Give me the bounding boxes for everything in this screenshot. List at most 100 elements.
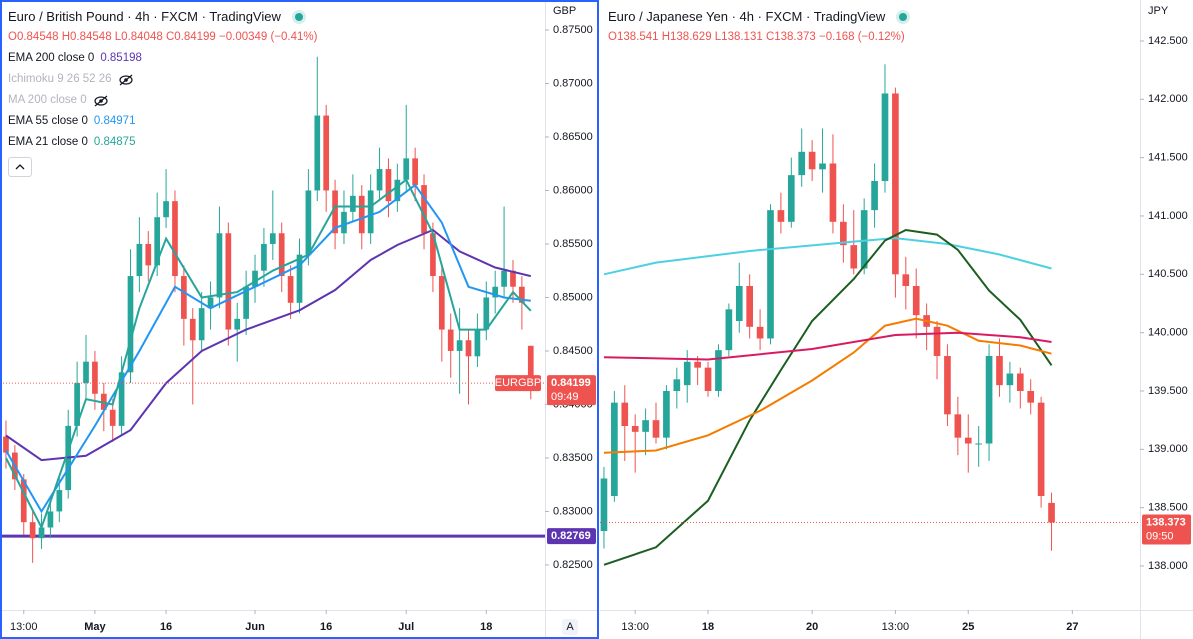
candle-body (819, 163, 826, 170)
candle-body (216, 233, 223, 298)
indicator-row[interactable]: EMA 200 close 0 0.85198 (8, 48, 317, 69)
x-tick-label: 13:00 (882, 621, 910, 633)
candle-body (1048, 502, 1055, 523)
market-status-dot (294, 12, 303, 21)
candle-body (83, 361, 89, 384)
candle-body (421, 185, 427, 234)
currency-label: GBP (553, 5, 576, 17)
collapse-button[interactable] (8, 157, 32, 177)
candle-body (829, 163, 837, 222)
last-price-text: 138.373 (1146, 516, 1186, 528)
hidden-icon[interactable] (118, 74, 134, 86)
candle-body (305, 190, 312, 255)
candle-body (840, 221, 847, 246)
candle-body (29, 522, 36, 539)
candle-body (296, 254, 303, 303)
x-tick-label: 13:00 (621, 621, 649, 633)
candle-body (704, 367, 712, 391)
y-tick-label: 138.500 (1148, 502, 1188, 514)
candle-body (118, 372, 125, 426)
price-badge-text: 0.82769 (551, 530, 591, 542)
candle-body (394, 179, 401, 202)
last-price-badge (547, 375, 596, 406)
candle-body (430, 233, 436, 277)
candle-body (367, 190, 374, 234)
market-status-dot (899, 12, 908, 21)
indicator-row[interactable]: Ichimoku 9 26 52 26 (8, 69, 317, 90)
candle-body (483, 297, 490, 330)
y-tick-label: 141.000 (1148, 210, 1188, 222)
candle-body (181, 276, 187, 319)
y-tick-label: 0.83000 (553, 505, 593, 517)
indicator-row[interactable]: MA 200 close 0 (8, 90, 317, 111)
indicator-name: EMA 21 close 0 (8, 136, 88, 148)
price-badge (547, 528, 596, 545)
hidden-icon[interactable] (93, 95, 109, 107)
candle-body (787, 175, 795, 222)
candle-body (1027, 390, 1035, 403)
indicator-name: EMA 55 close 0 (8, 115, 88, 127)
y-tick-label: 138.000 (1148, 560, 1188, 572)
indicator-line (603, 228, 1053, 566)
candle-body (332, 190, 338, 234)
candle-body (892, 93, 899, 275)
candle-body (746, 285, 754, 327)
legend-title-row: Euro / Japanese Yen · 4h · FXCM · Tradin… (608, 6, 908, 27)
y-tick-label: 139.500 (1148, 385, 1188, 397)
x-tick-label: 27 (1066, 621, 1078, 633)
x-tick-label: 16 (320, 621, 332, 633)
symbol-badge-text: EURGBP (495, 377, 541, 389)
indicator-value: 0.84875 (93, 136, 136, 148)
x-tick-label: Jun (245, 621, 265, 633)
indicator-name: Ichimoku 9 26 52 26 (8, 73, 112, 85)
y-tick-label: 0.83500 (553, 452, 593, 464)
candle-body (243, 286, 249, 319)
candle-body (621, 402, 629, 426)
indicator-value: 0.85198 (100, 52, 142, 64)
y-tick-label: 0.85500 (553, 238, 593, 250)
candle-body (715, 350, 722, 391)
candle-body (341, 211, 347, 234)
indicator-line (5, 178, 532, 531)
chevron-icon (15, 164, 25, 170)
selected-panel-border (0, 0, 599, 639)
candle-body (501, 270, 507, 287)
candle-body (808, 151, 816, 170)
candle-body (510, 270, 516, 287)
candle-body (314, 115, 321, 191)
indicator-value: 0.84971 (93, 115, 136, 127)
candle-body (225, 233, 232, 330)
x-tick-label: 20 (806, 621, 818, 633)
candle-body (1016, 373, 1024, 391)
candle-body (172, 201, 178, 277)
indicator-row[interactable]: EMA 55 close 0 0.84971 (8, 111, 317, 132)
candle-body (3, 436, 9, 453)
indicator-name: MA 200 close 0 (8, 94, 87, 106)
y-tick-label: 141.500 (1148, 152, 1188, 164)
candle-body (881, 93, 889, 181)
candle-body (456, 340, 463, 351)
candle-body (438, 276, 445, 330)
indicator-row[interactable]: EMA 21 close 0 0.84875 (8, 132, 317, 153)
candle-body (412, 158, 418, 186)
candle-body (56, 490, 63, 512)
ohlc-values: O0.84548 H0.84548 L0.84048 C0.84199 −0.0… (8, 31, 318, 43)
candle-body (269, 233, 276, 244)
legend: Euro / Japanese Yen · 4h · FXCM · Tradin… (608, 6, 908, 48)
auto-button-label: A (566, 621, 574, 633)
candle-body (1037, 402, 1045, 497)
candle-body (207, 297, 214, 309)
candle-body (975, 443, 982, 445)
x-tick-label: 18 (702, 621, 714, 633)
candle-body (234, 318, 241, 330)
auto-button[interactable] (562, 619, 578, 635)
y-tick-label: 140.000 (1148, 327, 1188, 339)
y-tick-label: 142.500 (1148, 35, 1188, 47)
candle-body (663, 390, 670, 438)
candle-body (933, 326, 941, 356)
candle-body (447, 329, 454, 351)
candle-body (964, 437, 972, 444)
x-tick-label: 13:00 (10, 621, 38, 633)
y-tick-label: 0.85000 (553, 291, 593, 303)
